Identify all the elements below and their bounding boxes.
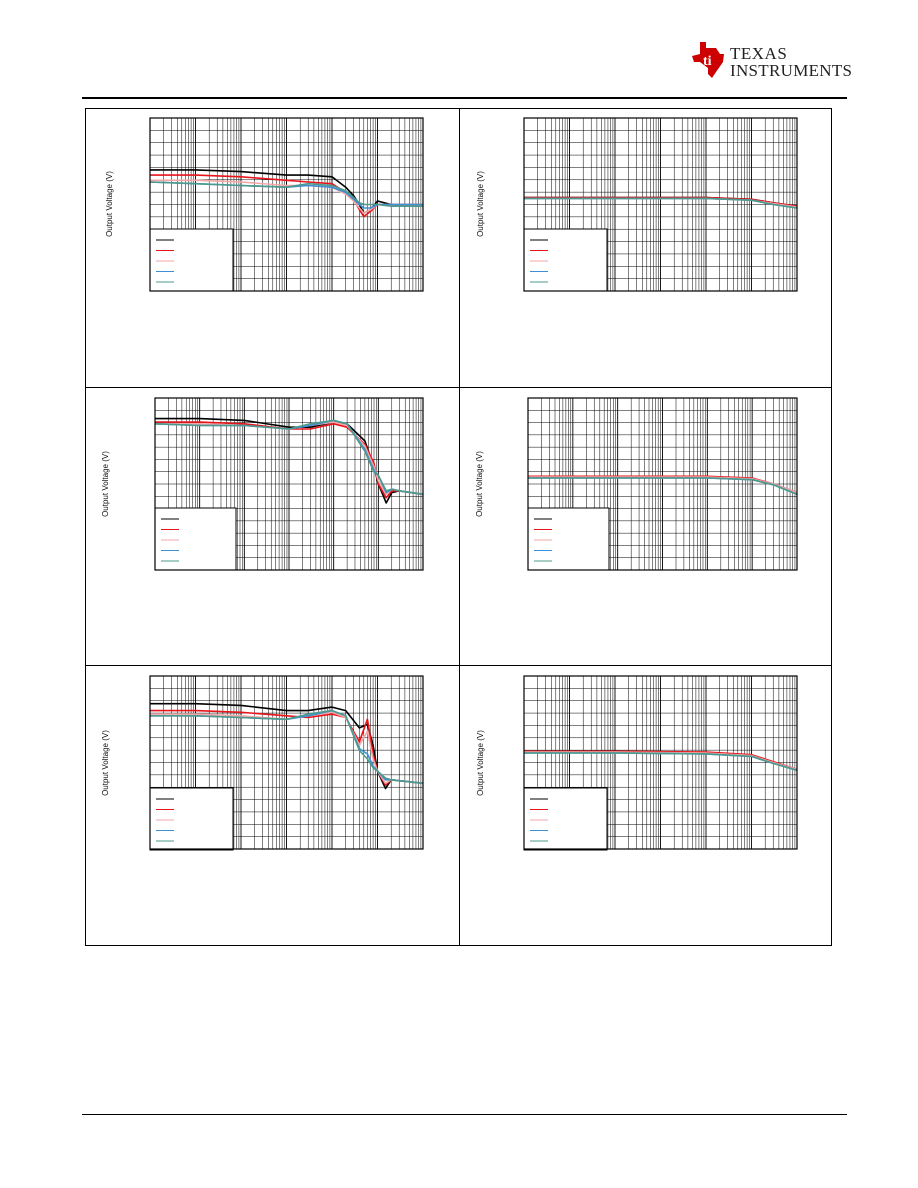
series-line-1 — [150, 702, 424, 790]
figure-grid-row-divider-1 — [85, 387, 832, 388]
y-axis-label: Output Voltage (V) — [101, 730, 110, 796]
footer-rule — [82, 1114, 847, 1115]
y-axis-label: Output Voltage (V) — [476, 171, 485, 237]
legend-box — [149, 228, 234, 292]
ti-logo: ti TEXAS INSTRUMENTS — [690, 40, 852, 84]
plot-border — [149, 117, 424, 292]
plot-border — [154, 397, 424, 571]
legend-box — [523, 787, 608, 851]
logo-wordmark-line2: INSTRUMENTS — [730, 61, 853, 80]
svg-text:ti: ti — [703, 54, 712, 69]
texas-state-icon: ti — [692, 42, 724, 78]
figure-grid-column-divider — [459, 108, 460, 946]
series-line-5 — [524, 197, 798, 209]
y-axis-label: Output Voltage (V) — [475, 451, 484, 517]
figure-grid-frame — [85, 108, 832, 946]
series-line-5 — [150, 709, 424, 785]
y-axis-label: Output Voltage (V) — [101, 451, 110, 517]
plot-border — [149, 675, 424, 850]
y-axis-label: Output Voltage (V) — [476, 730, 485, 796]
legend-box — [523, 228, 608, 292]
legend-box — [527, 507, 610, 571]
y-axis-label: Output Voltage (V) — [105, 171, 114, 237]
series-line-5 — [528, 477, 798, 496]
figure-grid-row-divider-2 — [85, 665, 832, 666]
series-line-3 — [528, 476, 798, 494]
plot-border — [523, 117, 798, 292]
series-line-5 — [154, 419, 424, 496]
series-line-1 — [150, 169, 423, 214]
plot-border — [527, 397, 798, 571]
logo-wordmark-line1: TEXAS — [730, 44, 788, 63]
legend-box — [154, 507, 237, 571]
series-line-1 — [155, 417, 424, 504]
logo-mark-shape — [692, 42, 724, 78]
series-line-5 — [149, 181, 423, 207]
header-rule — [82, 97, 847, 99]
series-line-3 — [524, 751, 798, 771]
series-line-5 — [524, 752, 798, 772]
legend-box — [149, 787, 234, 851]
plot-border — [523, 675, 798, 850]
